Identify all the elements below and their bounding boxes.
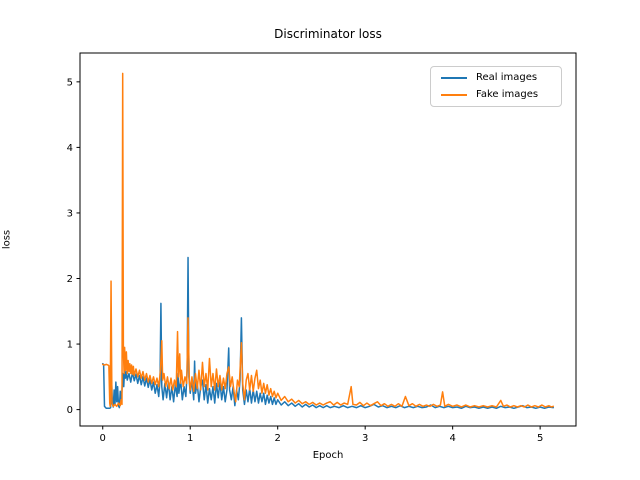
y-tick-label: 5 <box>67 77 73 88</box>
y-tick-label: 3 <box>67 208 73 219</box>
x-tick-label: 2 <box>275 433 281 444</box>
x-tick-label: 1 <box>187 433 193 444</box>
y-tick-label: 4 <box>67 143 73 154</box>
legend-label-real: Real images <box>476 71 538 83</box>
legend-line-sample-real <box>441 76 467 79</box>
chart-title: Discriminator loss <box>274 27 382 41</box>
x-tick-label: 4 <box>449 433 455 444</box>
x-tick-label: 3 <box>362 433 368 444</box>
x-axis-label: Epoch <box>312 450 344 461</box>
series-line-real <box>101 256 555 410</box>
axes-frame <box>79 52 577 427</box>
legend: Real images Fake images <box>430 66 562 107</box>
legend-label-fake: Fake images <box>476 89 539 101</box>
y-tick-label: 0 <box>67 405 73 416</box>
legend-item-fake-images: Fake images <box>431 87 561 103</box>
y-tick-label: 1 <box>67 340 73 351</box>
x-tick-label: 0 <box>100 433 106 444</box>
y-axis-label: loss <box>1 229 13 250</box>
series-line-fake <box>101 72 555 408</box>
y-tick-label: 2 <box>67 274 73 285</box>
legend-item-real-images: Real images <box>431 70 561 86</box>
x-tick-label: 5 <box>537 433 543 444</box>
legend-line-sample-fake <box>441 94 467 97</box>
